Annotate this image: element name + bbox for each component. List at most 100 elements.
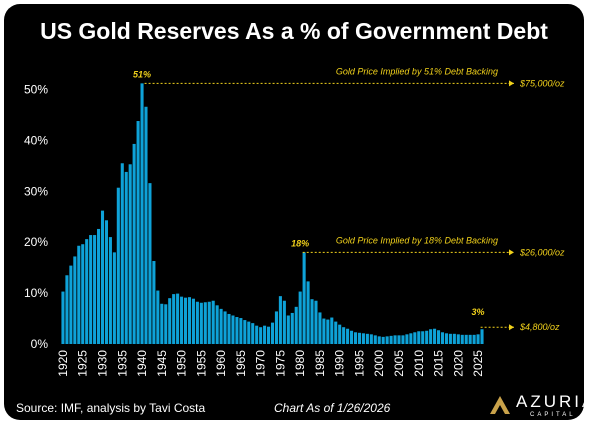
bar (369, 334, 373, 344)
bar (148, 183, 152, 344)
x-tick-label: 2020 (451, 350, 465, 377)
x-tick-label: 1935 (115, 350, 129, 377)
bar (286, 315, 290, 344)
y-tick-label: 10% (24, 286, 48, 300)
bar (152, 261, 156, 344)
bar (456, 334, 460, 344)
bar (97, 228, 101, 344)
bar (385, 336, 389, 344)
bar (448, 333, 452, 344)
bar (89, 235, 93, 344)
bar (342, 327, 346, 344)
bar (452, 333, 456, 344)
bar (203, 302, 207, 344)
azuria-logo-icon (490, 396, 510, 414)
bar (429, 329, 433, 344)
bar (306, 281, 310, 344)
x-tick-label: 1955 (194, 350, 208, 377)
bar (136, 121, 140, 345)
bar (263, 325, 267, 344)
bar (294, 306, 298, 344)
bar (211, 300, 215, 344)
bar (77, 245, 81, 344)
bar (377, 336, 381, 344)
bar (100, 210, 105, 344)
bar (334, 321, 338, 344)
x-tick-label: 1995 (352, 350, 366, 377)
x-tick-label: 1975 (273, 350, 287, 377)
bar (365, 333, 369, 344)
bar (353, 332, 358, 344)
bar (235, 317, 239, 344)
bar (239, 318, 243, 344)
annotation-arrow-icon (509, 80, 514, 87)
x-tick-label: 1945 (155, 350, 169, 377)
bar (191, 298, 195, 344)
bar (397, 335, 401, 344)
bar (128, 164, 132, 344)
bar (93, 235, 97, 344)
bar (108, 237, 112, 344)
bar (405, 334, 409, 344)
bar (164, 304, 168, 344)
bar (373, 335, 377, 344)
implied-price-label: $4,800/oz (519, 322, 560, 332)
bar (199, 302, 203, 344)
x-tick-label: 1990 (333, 350, 347, 377)
bar (409, 333, 413, 344)
bar (433, 328, 437, 344)
bar (69, 265, 73, 344)
y-axis: 0% 10% 20% 30% 40% 50% (24, 82, 48, 351)
bar (207, 301, 211, 344)
bar (120, 163, 124, 344)
bar (172, 294, 176, 344)
brand-tagline: CAPITAL (530, 412, 576, 418)
annotations: 51% Gold Price Implied by 51% Debt Backin… (133, 66, 565, 332)
bar (278, 296, 282, 344)
x-tick-label: 1980 (293, 350, 307, 377)
bar (274, 311, 278, 344)
x-tick-label: 1920 (56, 350, 70, 377)
x-tick-label: 2025 (471, 350, 485, 377)
bar (468, 334, 472, 344)
bar (73, 256, 77, 344)
bar (389, 335, 393, 344)
bar (476, 334, 480, 344)
x-tick-label: 1970 (254, 350, 268, 377)
bar (140, 83, 144, 344)
y-tick-label: 20% (24, 235, 48, 249)
y-tick-label: 50% (24, 82, 48, 96)
bar (259, 327, 263, 344)
bar (322, 318, 326, 344)
bar (112, 252, 116, 344)
bar (437, 330, 441, 344)
bar (227, 313, 231, 344)
annotation-arrow-icon (509, 324, 514, 331)
annotation-text: Gold Price Implied by 18% Debt Backing (336, 235, 498, 245)
bar (176, 293, 180, 344)
source-note: Source: IMF, analysis by Tavi Costa (16, 401, 206, 415)
chart-svg: US Gold Reserves As a % of Government De… (16, 18, 584, 418)
bar (314, 300, 318, 344)
bar (223, 311, 227, 344)
bar (267, 326, 271, 344)
bar (85, 239, 89, 344)
peak-label: 3% (472, 307, 485, 317)
x-axis: 1920 1925 1930 1935 1940 1945 1950 1955 1960 1965… (56, 350, 485, 377)
bar (302, 252, 306, 344)
bar (346, 328, 350, 344)
x-tick-label: 1940 (135, 350, 149, 377)
bar (350, 330, 354, 344)
bar-series (61, 83, 484, 345)
bar (168, 298, 172, 344)
bar (219, 308, 223, 344)
chart-title: US Gold Reserves As a % of Government De… (40, 18, 548, 44)
implied-price-label: $26,000/oz (519, 247, 565, 257)
bar (310, 299, 314, 344)
bar (381, 336, 385, 344)
x-tick-label: 1960 (214, 350, 228, 377)
bar (425, 330, 429, 344)
bar (472, 334, 476, 344)
bar (338, 324, 342, 344)
x-tick-label: 2000 (372, 350, 386, 377)
